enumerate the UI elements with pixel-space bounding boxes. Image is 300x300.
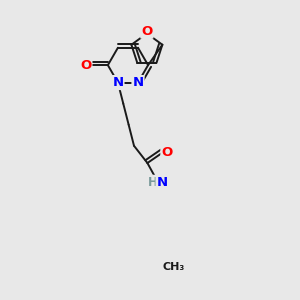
Text: O: O [80,58,92,72]
Text: O: O [161,146,172,159]
Text: N: N [157,176,168,189]
Text: H: H [148,176,158,189]
Text: CH₃: CH₃ [162,262,184,272]
Text: N: N [112,76,124,89]
Text: O: O [141,25,152,38]
Text: N: N [133,76,144,89]
